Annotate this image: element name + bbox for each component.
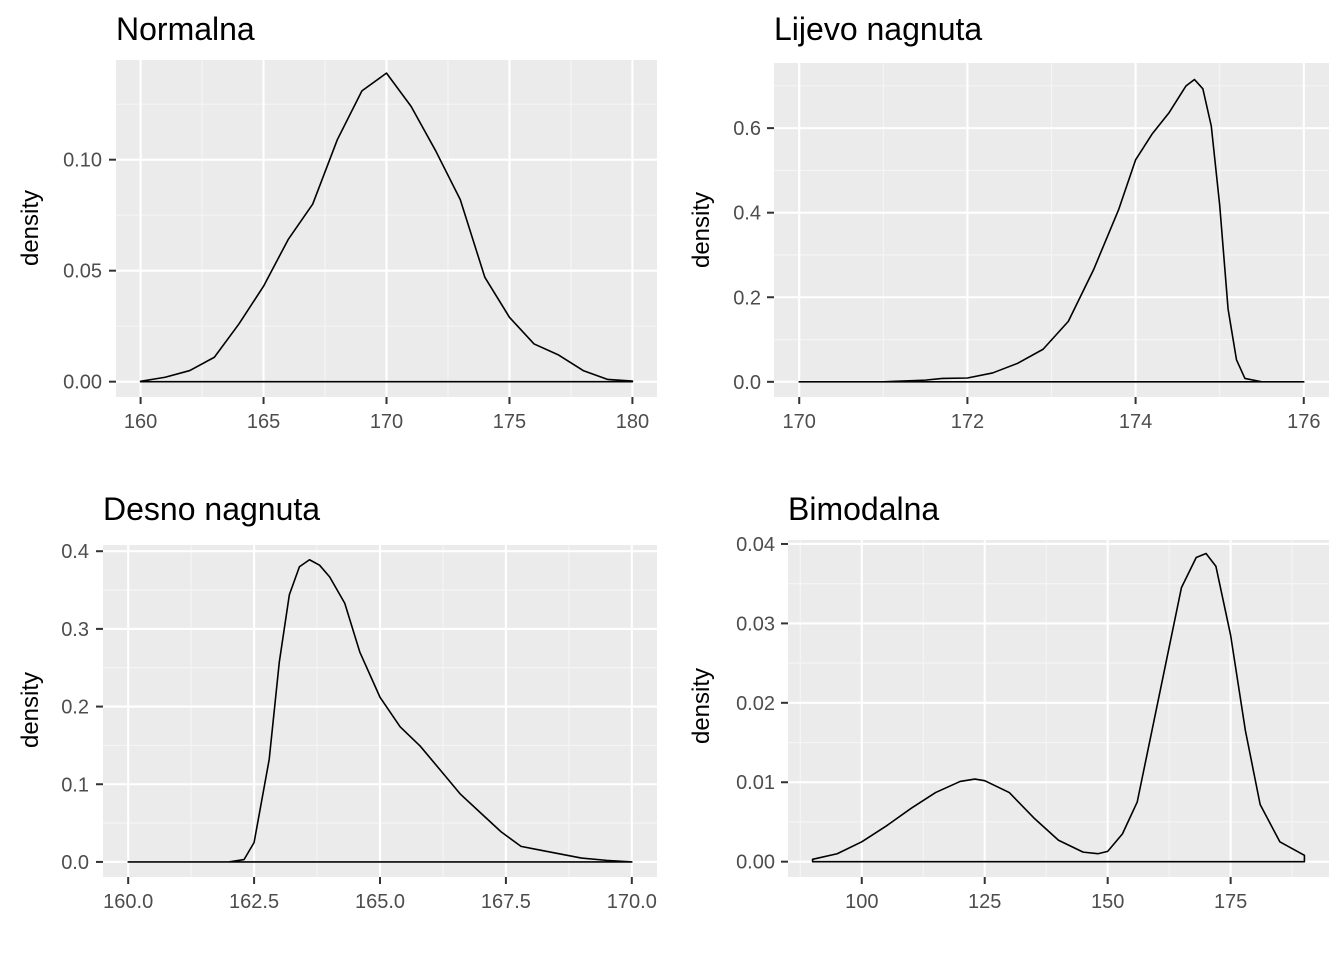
x-tick-label: 150	[1091, 891, 1124, 913]
x-tick-label: 160	[124, 411, 157, 433]
y-tick-label: 0.00	[736, 852, 775, 874]
x-tick-label: 125	[968, 891, 1001, 913]
density-curve	[127, 558, 633, 863]
y-tick-label: 0.0	[733, 372, 761, 394]
x-tick-label: 180	[616, 411, 649, 433]
density-curve	[811, 552, 1306, 863]
x-tick-label: 167.5	[481, 891, 531, 913]
y-tick-label: 0.4	[61, 541, 89, 563]
x-tick-label: 162.5	[229, 891, 279, 913]
panel-normalna: 160 165 170 175 180 0.00 0.05 0.10 Normalna densi…	[17, 11, 657, 433]
panel-title: Desno nagnuta	[103, 491, 320, 527]
y-tick-label: 0.2	[61, 697, 89, 719]
y-tick-label: 0.00	[63, 372, 102, 394]
y-tick-label: 0.05	[63, 261, 102, 283]
y-tick-label: 0.6	[733, 118, 761, 140]
panel-desno-nagnuta: 160.0 162.5 165.0 167.5 170.0 0.0 0.1 0.2 0.3 0.4…	[17, 491, 657, 913]
y-axis-label: density	[688, 668, 715, 744]
panel-title: Bimodalna	[788, 491, 939, 527]
y-tick-label: 0.02	[736, 693, 775, 715]
x-tick-label: 175	[1214, 891, 1247, 913]
y-tick-label: 0.01	[736, 772, 775, 794]
x-tick-label: 165	[247, 411, 280, 433]
x-tick-label: 174	[1119, 411, 1152, 433]
y-tick-label: 0.4	[733, 203, 761, 225]
panel-title: Normalna	[116, 11, 255, 47]
x-tick-label: 176	[1287, 411, 1320, 433]
x-tick-label: 175	[493, 411, 526, 433]
x-tick-label: 172	[951, 411, 984, 433]
y-tick-label: 0.3	[61, 619, 89, 641]
density-curve	[139, 72, 634, 383]
y-tick-label: 0.0	[61, 852, 89, 874]
y-tick-label: 0.04	[736, 534, 775, 556]
y-axis-label: density	[17, 190, 44, 266]
y-axis-label: density	[17, 672, 44, 748]
x-tick-label: 160.0	[103, 891, 153, 913]
x-tick-label: 165.0	[355, 891, 405, 913]
x-tick-label: 100	[845, 891, 878, 913]
panel-title: Lijevo nagnuta	[774, 11, 982, 47]
y-tick-label: 0.1	[61, 774, 89, 796]
y-tick-label: 0.03	[736, 613, 775, 635]
x-tick-label: 170.0	[607, 891, 657, 913]
y-tick-label: 0.10	[63, 150, 102, 172]
panel-bimodalna: 100 125 150 175 0.00 0.01 0.02 0.03 0.04 Bimodaln…	[688, 491, 1329, 913]
panel-lijevo-nagnuta: 170 172 174 176 0.0 0.2 0.4 0.6 Lijevo nagnuta de…	[688, 11, 1329, 433]
y-tick-label: 0.2	[733, 287, 761, 309]
density-curve	[798, 78, 1305, 383]
panel-background	[788, 540, 1329, 877]
x-tick-label: 170	[370, 411, 403, 433]
x-tick-label: 170	[783, 411, 816, 433]
y-axis-label: density	[688, 192, 715, 268]
